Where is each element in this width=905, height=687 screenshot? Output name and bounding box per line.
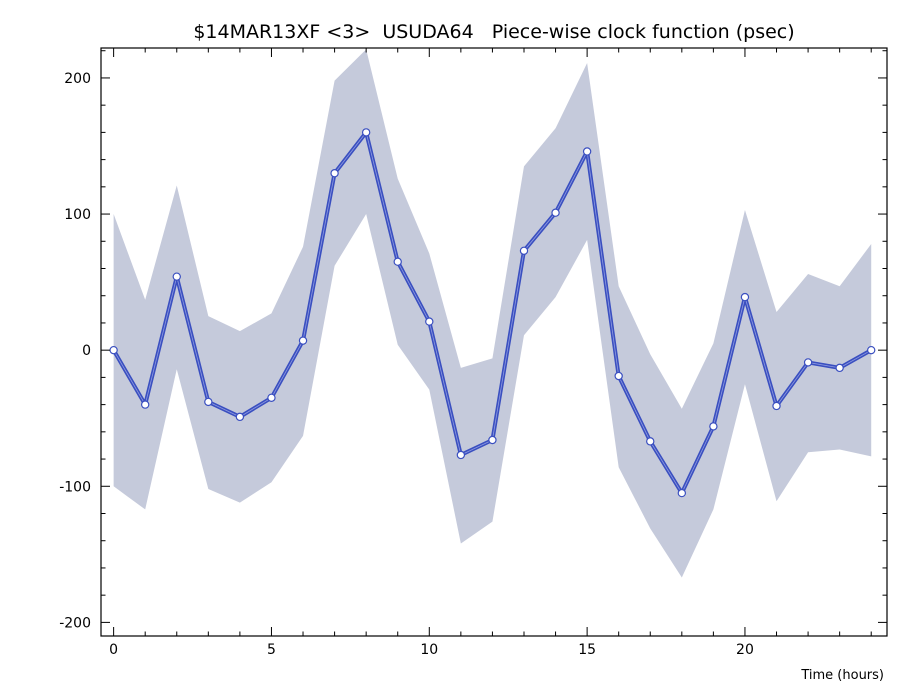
data-point <box>267 393 276 403</box>
x-tick-label: 5 <box>267 642 276 658</box>
chart-title: $14MAR13XF <3> USUDA64 Piece-wise clock … <box>193 21 794 43</box>
x-tick-label: 15 <box>578 642 596 658</box>
data-point <box>488 435 497 445</box>
data-point <box>330 169 339 178</box>
uncertainty-band-layer <box>113 49 872 578</box>
data-point <box>456 450 466 460</box>
x-axis-label: Time (hours) <box>800 668 884 683</box>
data-point <box>835 363 844 373</box>
data-point <box>425 317 434 326</box>
uncertainty-band <box>113 49 872 578</box>
data-point <box>551 208 560 217</box>
data-point <box>172 272 181 281</box>
data-point-layer <box>109 128 876 498</box>
y-tick-label: 100 <box>64 207 91 223</box>
x-tick-label: 0 <box>109 642 118 658</box>
data-point <box>709 422 718 431</box>
x-tick-label: 10 <box>420 642 438 658</box>
y-tick-labels: -200 -100 0 100 200 <box>59 71 91 631</box>
axis-ticks <box>101 48 887 636</box>
y-tick-label: 200 <box>64 71 91 87</box>
data-point <box>519 246 529 256</box>
data-point <box>582 147 592 156</box>
data-point <box>772 401 781 411</box>
x-tick-labels: 0 5 10 15 20 <box>109 642 754 658</box>
y-tick-label: 0 <box>82 343 91 359</box>
data-point <box>677 488 687 498</box>
data-point <box>204 397 213 407</box>
data-point <box>109 345 118 355</box>
data-point <box>646 437 655 446</box>
y-tick-label: -100 <box>59 479 91 495</box>
data-point <box>740 292 750 302</box>
data-point <box>867 345 876 355</box>
data-point <box>614 371 623 381</box>
x-tick-label: 20 <box>736 642 754 658</box>
data-point <box>393 257 402 266</box>
data-point <box>140 400 150 409</box>
data-point <box>235 412 245 422</box>
data-point <box>361 128 371 137</box>
data-point <box>803 358 813 367</box>
data-point <box>298 336 308 345</box>
y-tick-label: -200 <box>59 615 91 631</box>
plot-frame <box>100 47 888 637</box>
